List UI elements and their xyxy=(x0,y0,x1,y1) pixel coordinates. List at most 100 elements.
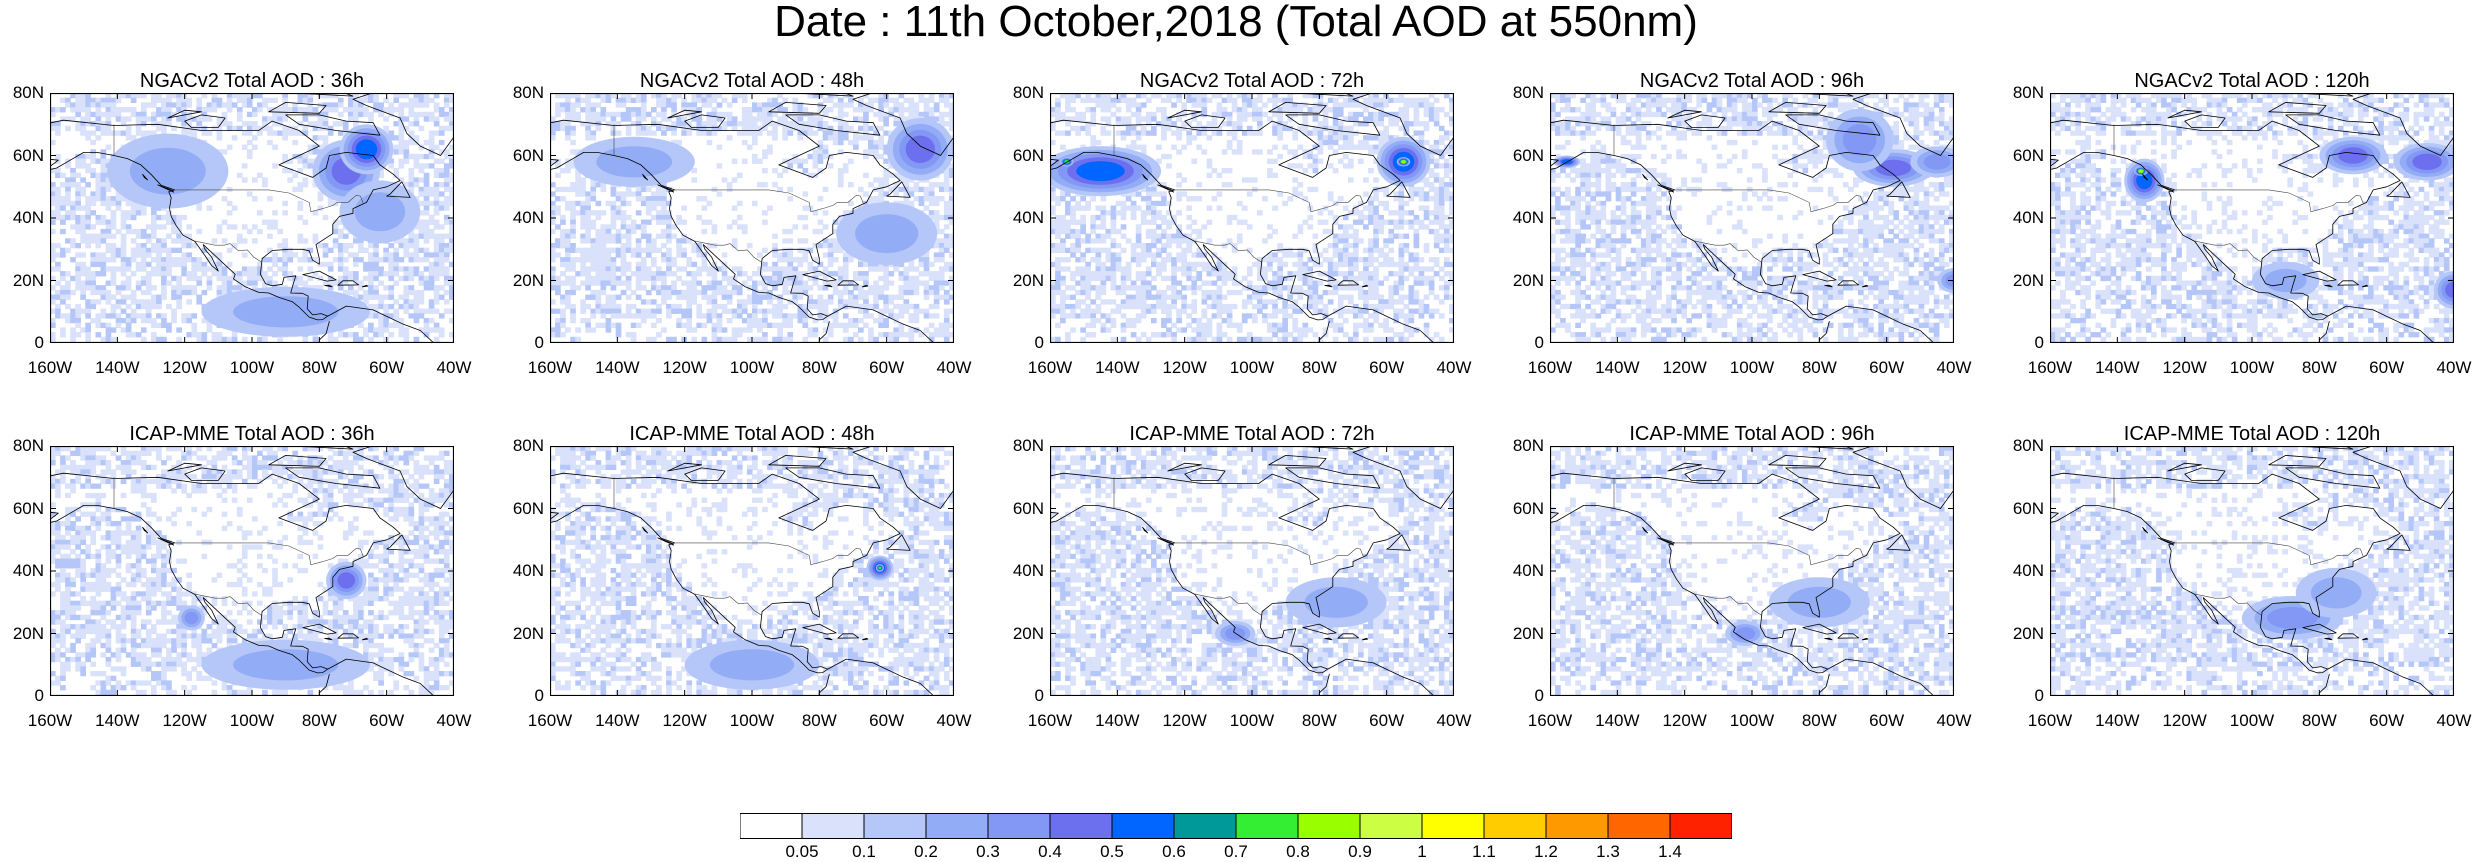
aod-cell xyxy=(726,308,733,314)
aod-cell xyxy=(262,125,268,132)
aod-cell xyxy=(933,327,940,333)
aod-cell xyxy=(1277,111,1283,118)
aod-cell xyxy=(171,285,177,291)
aod-cell xyxy=(762,168,768,174)
aod-cell xyxy=(565,294,571,300)
aod-cell xyxy=(186,238,193,244)
aod-cell xyxy=(353,252,359,258)
aod-cell xyxy=(822,308,829,314)
aod-cell xyxy=(171,228,177,235)
aod-cell xyxy=(848,125,854,132)
aod-cell xyxy=(883,318,889,324)
aod-cell xyxy=(408,153,415,160)
aod-cell xyxy=(923,308,930,314)
y-tick-label: 20N xyxy=(4,271,44,290)
aod-cell xyxy=(878,266,884,272)
aod-cell xyxy=(762,219,768,225)
aod-cell xyxy=(570,243,576,249)
aod-cell xyxy=(873,153,879,160)
aod-cell xyxy=(226,121,233,127)
aod-cell xyxy=(767,266,773,272)
aod-cell xyxy=(1105,116,1112,122)
aod-cell xyxy=(151,214,157,221)
aod-cell xyxy=(307,144,314,150)
aod-cell xyxy=(322,214,329,221)
aod-cell xyxy=(640,102,647,108)
aod-cell xyxy=(832,130,839,136)
aod-cell xyxy=(322,102,329,108)
aod-cell xyxy=(206,266,213,272)
aod-cell xyxy=(858,186,864,193)
aod-cell xyxy=(171,308,177,314)
aod-cell xyxy=(787,121,794,127)
aod-cell xyxy=(620,102,627,108)
aod-cell xyxy=(767,289,773,296)
y-tick-label: 0 xyxy=(504,334,544,352)
aod-cell xyxy=(595,308,602,314)
aod-cell xyxy=(711,322,718,328)
aod-cell xyxy=(630,332,637,338)
aod-cell xyxy=(125,285,132,291)
aod-cell xyxy=(590,135,597,141)
aod-cell xyxy=(782,257,788,263)
aod-cell xyxy=(125,280,132,286)
aod-cell xyxy=(565,243,571,249)
aod-cell xyxy=(625,191,632,197)
aod-cell xyxy=(716,163,723,169)
aod-cell xyxy=(550,257,556,263)
aod-cell xyxy=(610,121,617,127)
aod-cell xyxy=(75,308,81,314)
aod-cell xyxy=(75,186,81,193)
aod-cell xyxy=(777,252,783,258)
aod-cell xyxy=(555,107,561,113)
aod-cell xyxy=(156,303,162,310)
coastlines xyxy=(550,93,954,343)
aod-cell xyxy=(70,177,76,183)
aod-cell xyxy=(757,266,763,272)
aod-cell xyxy=(1216,111,1223,118)
aod-cell xyxy=(50,139,56,146)
aod-cell xyxy=(191,257,198,263)
aod-cell xyxy=(358,294,364,300)
aod-cell xyxy=(423,257,430,263)
aod-cell xyxy=(211,336,218,343)
aod-cell xyxy=(75,322,81,328)
aod-cell xyxy=(812,280,819,286)
aod-cell xyxy=(620,224,627,230)
y-tick-label: 0 xyxy=(4,334,44,352)
aod-cell xyxy=(413,233,420,239)
aod-cell xyxy=(1246,111,1253,118)
aod-cell xyxy=(1368,149,1374,155)
aod-cell xyxy=(100,308,107,314)
aod-cell xyxy=(686,102,693,108)
aod-cell xyxy=(807,116,814,122)
aod-cell xyxy=(130,97,137,103)
aod-cell xyxy=(151,303,157,310)
aod-cell xyxy=(1191,93,1198,99)
aod-cell xyxy=(140,93,147,99)
aod-cell xyxy=(560,102,566,108)
aod-cell xyxy=(1145,111,1152,118)
aod-cell xyxy=(570,280,576,286)
aod-cell xyxy=(60,275,66,282)
aod-cell xyxy=(449,224,454,230)
aod-cell xyxy=(656,200,662,207)
aod-cell xyxy=(842,102,849,108)
aod-cell xyxy=(888,271,895,277)
aod-cell xyxy=(696,111,703,118)
aod-cell xyxy=(585,210,591,216)
aod-cell xyxy=(691,116,698,122)
aod-cell xyxy=(1241,107,1248,113)
aod-cell xyxy=(257,266,263,272)
aod-cell xyxy=(716,102,723,108)
aod-cell xyxy=(1433,149,1440,155)
aod-cell xyxy=(90,153,97,160)
aod-cell xyxy=(140,280,147,286)
aod-cell xyxy=(1161,107,1167,113)
aod-cell xyxy=(302,116,309,122)
aod-cell xyxy=(181,107,187,113)
aod-cell xyxy=(85,135,91,141)
aod-cell xyxy=(1312,93,1319,99)
aod-cell xyxy=(413,121,420,127)
aod-cell xyxy=(302,219,309,225)
